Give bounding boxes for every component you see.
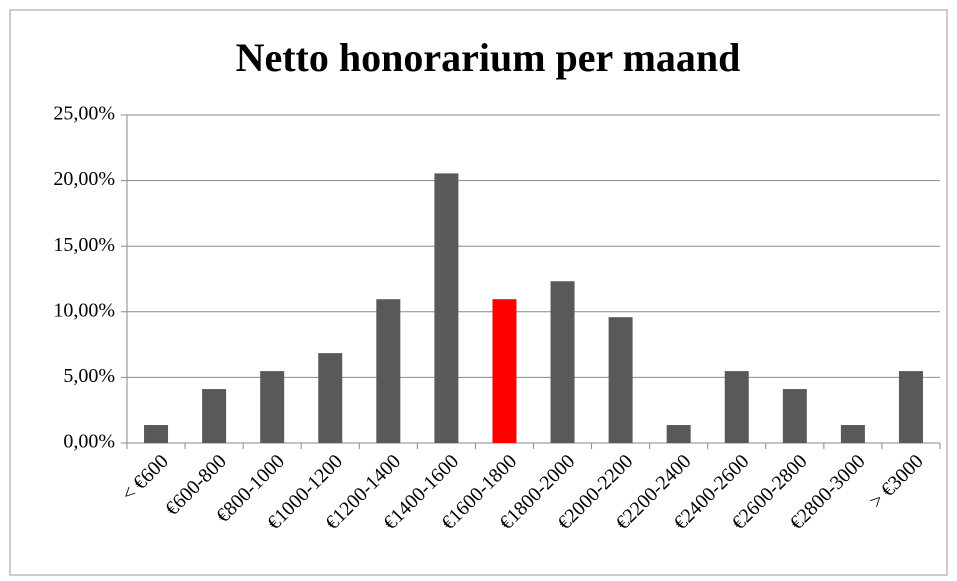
- bar: [318, 353, 343, 443]
- y-tick-label: 5,00%: [63, 365, 115, 387]
- y-tick-label: 0,00%: [63, 431, 115, 453]
- bar: [202, 389, 227, 443]
- bar: [608, 317, 633, 443]
- bar: [260, 371, 285, 443]
- chart-title: Netto honorarium per maand: [236, 35, 741, 80]
- bar: [666, 425, 691, 443]
- bar: [724, 371, 749, 443]
- bar: [492, 299, 517, 443]
- bar: [550, 281, 575, 443]
- y-tick-label: 15,00%: [53, 234, 115, 256]
- y-tick-label: 25,00%: [53, 103, 115, 125]
- chart-frame: [9, 9, 948, 576]
- bar: [144, 425, 169, 443]
- y-tick-label: 20,00%: [53, 168, 115, 190]
- y-tick-label: 10,00%: [53, 299, 115, 321]
- bar: [376, 299, 401, 443]
- bar: [840, 425, 865, 443]
- bar: [898, 371, 923, 443]
- bar: [434, 173, 459, 443]
- bar: [782, 389, 807, 443]
